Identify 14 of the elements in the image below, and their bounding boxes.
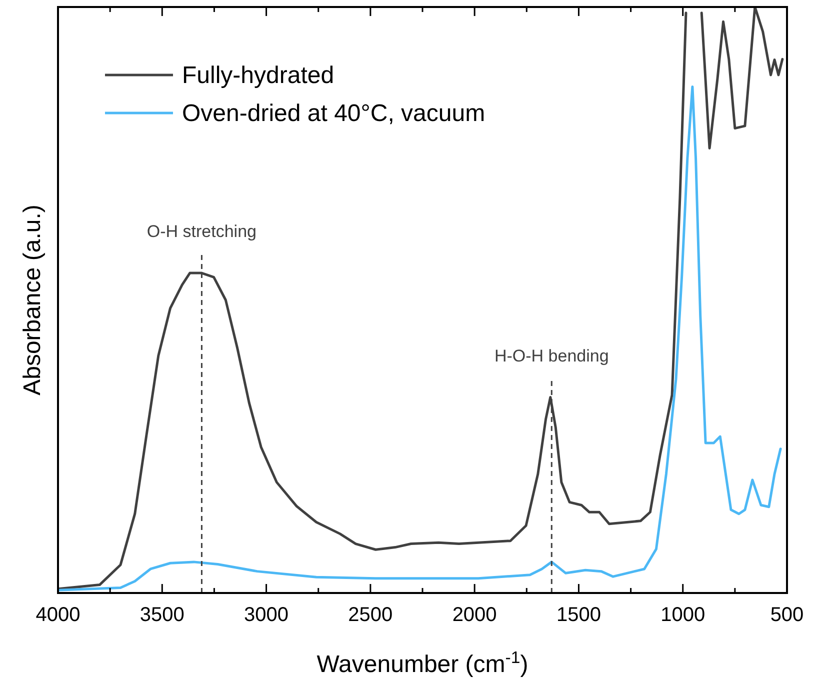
x-axis-title: Wavenumber (cm$^{-1}$) [316, 648, 528, 678]
x-tick-label: 2500 [348, 604, 393, 626]
x-tick-label: 2000 [452, 604, 497, 626]
legend-label: Fully-hydrated [182, 62, 334, 89]
x-tick-label: 500 [770, 604, 804, 626]
x-tick-label: 3500 [140, 604, 184, 626]
x-tick-label: 1500 [556, 604, 601, 626]
x-tick-label: 3000 [244, 604, 289, 626]
y-axis-title: Absorbance (a.u.) [19, 204, 46, 396]
x-tick-label: 1000 [660, 604, 706, 626]
x-tick-label: 4000 [36, 604, 80, 626]
ref-line-label: H-O-H bending [494, 346, 609, 366]
legend-label: Oven-dried at 40°C, vacuum [182, 100, 486, 127]
ref-line-label: O-H stretching [146, 222, 257, 242]
